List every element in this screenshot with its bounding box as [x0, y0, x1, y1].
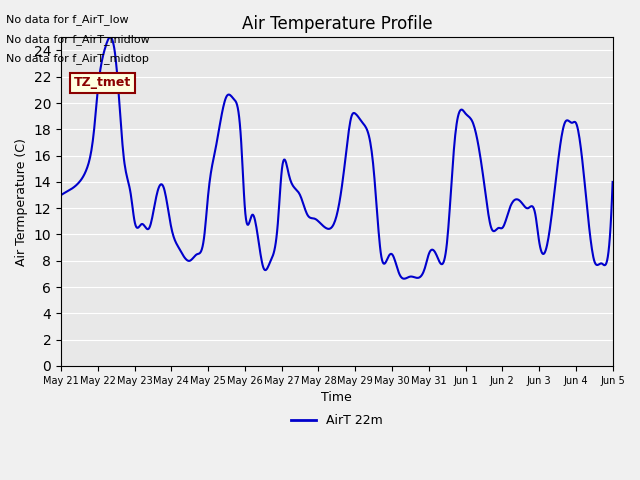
Y-axis label: Air Termperature (C): Air Termperature (C) — [15, 138, 28, 265]
X-axis label: Time: Time — [321, 391, 352, 404]
Text: No data for f_AirT_low: No data for f_AirT_low — [6, 14, 129, 25]
Text: No data for f_AirT_midlow: No data for f_AirT_midlow — [6, 34, 150, 45]
Title: Air Temperature Profile: Air Temperature Profile — [241, 15, 432, 33]
Text: TZ_tmet: TZ_tmet — [74, 76, 131, 89]
Legend: AirT 22m: AirT 22m — [286, 409, 388, 432]
Text: No data for f_AirT_midtop: No data for f_AirT_midtop — [6, 53, 149, 64]
